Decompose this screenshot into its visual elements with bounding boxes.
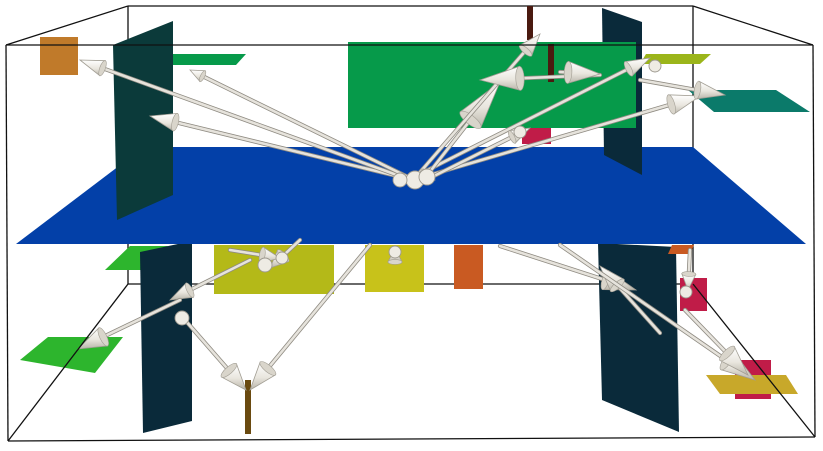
plane-orange-upper-left xyxy=(40,37,78,75)
plane-brown-thin-bottom xyxy=(245,380,251,434)
arrow-shaft xyxy=(423,118,472,180)
box-edge xyxy=(7,283,129,442)
arrow-cone-base xyxy=(171,113,180,132)
arrow-glyph xyxy=(417,94,702,181)
arrow-junction-disc xyxy=(174,310,190,326)
arrow-cone-base xyxy=(387,259,403,265)
upper-planes xyxy=(40,6,810,220)
plane-navy-vertical-left xyxy=(140,241,192,433)
plane-green-large-upper xyxy=(348,42,636,128)
plane-orange-center xyxy=(454,245,483,289)
arrow-cone-base xyxy=(515,66,525,91)
plane-crimson-upper-center xyxy=(522,126,551,144)
arrow-glyph xyxy=(682,307,749,376)
arrow-shaft xyxy=(558,243,729,362)
box-edge xyxy=(692,283,816,438)
arrow-junction-disc xyxy=(679,285,693,299)
arrow-shaft xyxy=(428,135,514,180)
arrow-glyph xyxy=(637,77,727,100)
arrow-junction-disc xyxy=(513,125,527,139)
box-edge xyxy=(7,436,816,442)
arrow-cone-base xyxy=(507,130,517,144)
arrow-cone-base xyxy=(623,61,634,77)
arrow-glyph xyxy=(681,247,697,291)
box-edge xyxy=(5,44,9,442)
plane-olive-yellow-center-left xyxy=(214,245,334,294)
arrow-shaft xyxy=(410,67,630,180)
arrow-glyph xyxy=(168,257,253,301)
plane-gold-right-lower xyxy=(706,375,798,394)
arrow-cone-base xyxy=(259,361,277,376)
arrow-shaft xyxy=(101,298,182,339)
arrow-glyphs xyxy=(76,33,757,391)
arrow-junction-disc xyxy=(275,251,289,265)
arrow-shaft xyxy=(266,243,372,370)
arrow-shaft xyxy=(498,244,607,282)
arrow-cone-base xyxy=(563,61,573,84)
arrow-cone-base xyxy=(185,282,195,298)
arrow-shaft xyxy=(201,74,412,180)
arrow-cone-base xyxy=(220,363,238,378)
arrow-junction-disc xyxy=(392,172,408,188)
arrow-cone-base xyxy=(459,110,482,129)
arrow-glyph xyxy=(78,59,408,181)
arrow-cone-base xyxy=(199,70,207,82)
arrow-shaft xyxy=(183,318,231,372)
arrow-shaft xyxy=(638,78,699,92)
arrow-glyph xyxy=(409,57,652,181)
arrow-junction-disc xyxy=(648,59,662,73)
arrow-cone-base xyxy=(719,345,736,362)
arrow-glyph xyxy=(76,297,183,350)
plane-main-blue-horizontal xyxy=(16,147,806,244)
arrow-junction-disc xyxy=(257,257,273,273)
arrow-cone-base xyxy=(97,327,109,347)
plane-dark-thin-upper-green xyxy=(548,44,554,82)
plane-dark-thin-top-center xyxy=(527,6,533,40)
arrow-cone-base xyxy=(666,94,676,115)
box-edge xyxy=(812,44,816,438)
plane-dark-teal-vertical-left xyxy=(113,21,173,220)
arrow-glyph xyxy=(478,65,603,91)
arrow-cone-base xyxy=(681,271,697,277)
arrow-junction-disc xyxy=(418,168,436,186)
arrow-shaft xyxy=(173,120,407,180)
arrow-cone-base xyxy=(693,80,702,100)
plane-yellow-center xyxy=(365,245,424,292)
lower-planes xyxy=(20,241,798,434)
arrow-shaft xyxy=(687,248,692,276)
arrow-shaft xyxy=(228,248,264,257)
arrow-junction-disc xyxy=(388,245,402,259)
arrow-shaft xyxy=(418,103,673,180)
plane-navy-vertical-right xyxy=(598,243,679,432)
box-edge xyxy=(692,5,814,46)
box-front-edges xyxy=(5,44,816,442)
arrow-glyph xyxy=(182,317,247,391)
arrow-shaft xyxy=(101,66,407,180)
box-edge xyxy=(5,5,129,46)
arrow-glyph xyxy=(189,69,413,181)
arrow-glyph xyxy=(249,242,373,391)
arrow-shaft xyxy=(188,258,252,292)
arrow-glyph xyxy=(557,60,602,84)
arrow-shaft xyxy=(683,308,729,355)
arrow-glyph xyxy=(148,112,408,181)
arrow-shaft xyxy=(616,284,662,335)
plane-orange-small-right xyxy=(668,245,694,254)
arrow-cone-base xyxy=(98,60,107,77)
